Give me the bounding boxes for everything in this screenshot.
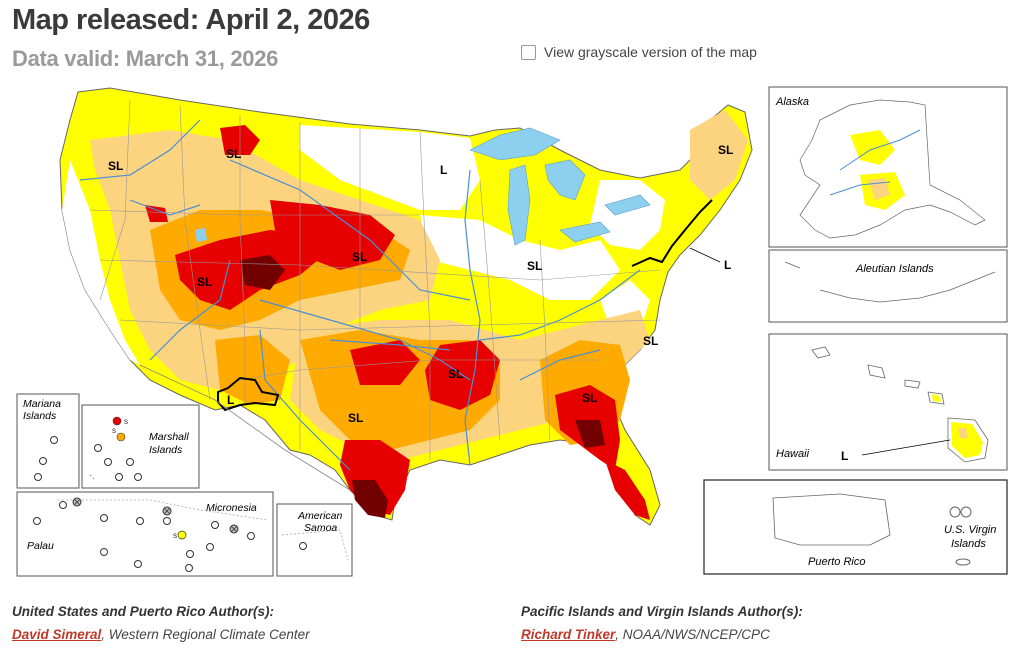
pi-author-org: , NOAA/NWS/NCEP/CPC [615,627,770,642]
label-sl-nebraska: SL [352,250,367,264]
aleutian-chain [784,261,996,303]
svg-text:S: S [112,429,116,435]
d1-northeast [690,110,748,200]
aleutian-inset: Aleutian Islands [768,249,1008,323]
pi-credits-line: Richard Tinker, NOAA/NWS/NCEP/CPC [521,627,803,642]
samoa-inset: American Samoa [276,503,353,577]
no-drought-north [300,125,480,210]
impact-leader-northeast [689,247,721,263]
hawaii-inset: Hawaii L [768,333,1008,471]
us-author-link[interactable]: David Simeral [12,627,102,642]
label-sl-texas: SL [348,411,363,425]
puerto-rico-inset: Puerto Rico U.S. Virgin Islands [703,479,1008,575]
missouri-river [229,159,471,301]
marshall-label-1: Marshall [149,431,189,443]
hawaii-label: Hawaii [776,448,810,460]
state-borders [89,99,661,460]
columbia-river [79,119,201,181]
hawaii-d0 [932,394,983,458]
map-released-title: Map released: April 2, 2026 [12,4,370,36]
label-sl-maine: SL [718,143,733,157]
impact-boundary-northeast [631,199,713,267]
d3-oregon [145,205,168,222]
snake-river [129,199,201,216]
mississippi-river [464,169,481,466]
alaska-label: Alaska [775,96,809,108]
mariana-label-1: Mariana [23,398,61,410]
ohio-river [479,269,641,341]
grayscale-checkbox[interactable] [521,44,536,60]
d3-florida [605,460,650,520]
impact-labels: SL SL L SL SL SL SL L SL SL L SL SL [108,143,733,425]
usvi-label-1: U.S. Virgin [944,524,996,536]
micronesia-label: Micronesia [206,502,257,514]
conus-map: SL SL L SL SL SL SL L SL SL L SL SL [59,87,753,526]
great-lakes [469,127,651,246]
inset-connector [139,364,351,491]
no-drought-west-coast [62,160,140,365]
marshall-inset: S S Marshall Islands [81,404,200,489]
micronesia-d0-marker [177,530,187,540]
label-sl-ohio: SL [527,259,542,273]
puerto-rico-outline [772,493,891,546]
usvi-label-2: Islands [951,538,986,550]
d4-texas [352,480,388,518]
svg-text:S: S [124,420,128,426]
d4-georgia [575,420,605,448]
palau-label: Palau [27,540,54,552]
micronesia-inset: S Micronesia Palau [16,491,274,577]
colorado-river [149,259,231,361]
no-drought-midwest [420,215,620,300]
micronesia-dashed-boundary [58,499,269,521]
label-l-northeast: L [724,258,731,272]
puerto-rico-label: Puerto Rico [808,556,865,568]
us-author-org: , Western Regional Climate Center [101,627,310,642]
drought-map: SL SL L SL SL SL SL L SL SL L SL SL Alas… [16,86,1008,577]
pi-credits: Pacific Islands and Virgin Islands Autho… [521,604,803,642]
hawaii-d1 [958,428,968,438]
marshall-d2-marker [116,432,126,442]
mariana-inset: Mariana Islands [16,393,80,489]
us-credits-line: David Simeral, Western Regional Climate … [12,627,310,642]
pi-author-link[interactable]: Richard Tinker [521,627,616,642]
label-l-minnesota: L [440,163,447,177]
impact-boundary-southwest [217,376,280,412]
rivers [79,119,641,471]
d3-oklahoma [350,340,420,385]
great-salt-lake [195,228,207,242]
label-sl-nevada: SL [197,275,212,289]
samoa-label-2: Samoa [304,522,337,534]
arkansas-river [259,299,471,381]
us-credits-heading: United States and Puerto Rico Author(s): [12,604,275,619]
svg-text:S: S [173,534,177,540]
label-l-arizona: L [227,393,234,407]
red-river [329,339,451,351]
label-sl-georgia: SL [582,391,597,405]
hawaii-impact-leader [861,439,951,456]
pi-credits-heading: Pacific Islands and Virgin Islands Autho… [521,604,803,619]
alaska-outline [799,99,986,239]
label-sl-carolina: SL [643,334,658,348]
grayscale-toggle[interactable]: View grayscale version of the map [521,44,757,60]
grayscale-label: View grayscale version of the map [544,44,757,60]
label-sl-oregon: SL [108,159,123,173]
alaska-inset: Alaska [768,86,1008,248]
us-credits: United States and Puerto Rico Author(s):… [12,604,310,642]
marshall-d3-marker [112,416,122,426]
data-valid-subtitle: Data valid: March 31, 2026 [12,46,279,71]
samoa-label-1: American [297,510,343,522]
hawaii-impact-l: L [841,449,848,463]
alaska-rivers [829,129,921,196]
marshall-label-2: Islands [149,444,183,456]
alaska-d0 [850,130,905,210]
mariana-label-2: Islands [23,410,57,422]
label-sl-arkansas: SL [448,367,463,381]
rio-grande [259,329,351,471]
d3-dakotas [270,200,395,270]
aleutian-label: Aleutian Islands [855,263,934,275]
label-sl-montana: SL [226,147,241,161]
